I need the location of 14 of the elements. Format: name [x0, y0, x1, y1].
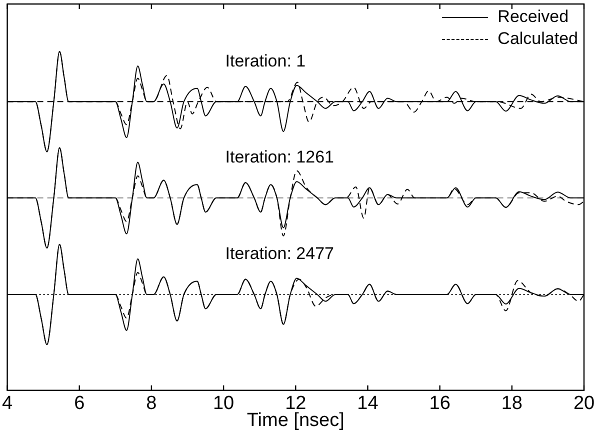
x-tick-label: 4	[2, 393, 13, 414]
x-tick-label: 14	[357, 393, 379, 414]
annotation: Iteration: 1	[225, 51, 306, 70]
annotation: Iteration: 2477	[225, 244, 334, 264]
annotation: Iteration: 1261	[225, 148, 334, 167]
x-tick-label: 20	[573, 393, 595, 414]
x-tick-label: 16	[429, 393, 450, 414]
legend-label: Calculated	[498, 28, 578, 50]
x-tick-label: 10	[212, 393, 234, 414]
x-tick-label: 6	[74, 393, 85, 414]
x-tick-label: 18	[501, 393, 522, 414]
x-axis-title: Time [nsec]	[246, 410, 344, 431]
x-tick-label: 8	[146, 393, 157, 414]
legend-label: Received	[498, 6, 569, 28]
